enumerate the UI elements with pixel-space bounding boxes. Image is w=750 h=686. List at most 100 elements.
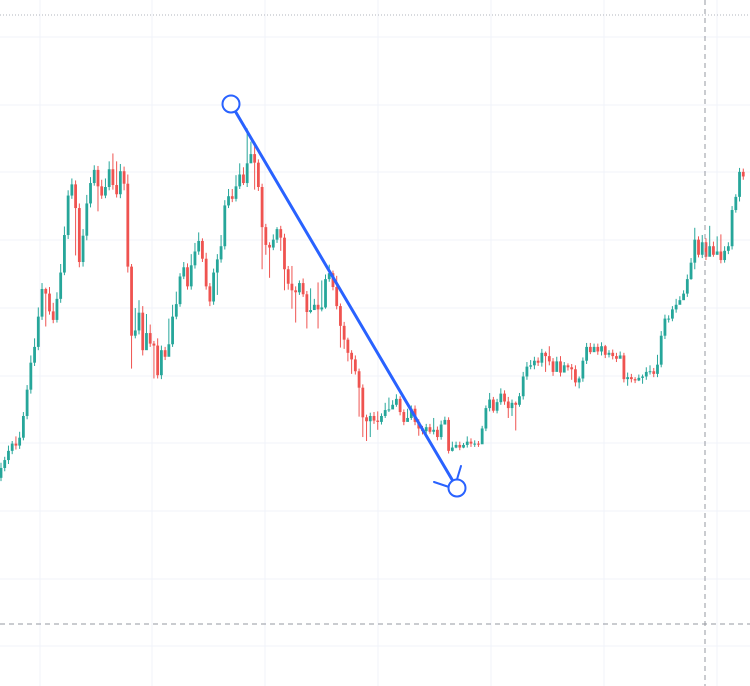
candle-body: [122, 171, 126, 184]
candle-body: [506, 401, 510, 409]
candle: [514, 401, 518, 431]
candle-body: [644, 371, 648, 377]
candle-body: [74, 184, 77, 209]
candle: [14, 436, 18, 450]
trendline-start-handle[interactable]: [221, 94, 241, 114]
candle: [122, 166, 126, 191]
candle-body: [178, 276, 182, 305]
candle: [339, 303, 342, 348]
candle-body: [59, 272, 63, 299]
candle-body: [163, 350, 167, 357]
candle: [402, 409, 406, 426]
candle: [723, 246, 727, 263]
candle-body: [204, 258, 208, 287]
candle-body: [689, 262, 693, 280]
candle-body: [738, 171, 741, 197]
candle-body: [730, 210, 734, 247]
candle-body: [432, 429, 436, 432]
candle: [588, 342, 592, 355]
candle-body: [3, 460, 7, 468]
candle-body: [648, 371, 652, 373]
candle: [450, 441, 454, 452]
candle: [581, 357, 585, 382]
candle: [357, 368, 361, 417]
candle: [89, 177, 92, 208]
candle-body: [458, 444, 462, 448]
candle-body: [245, 163, 249, 184]
candle: [245, 128, 249, 188]
candle: [566, 363, 570, 371]
candle-body: [215, 259, 219, 273]
candle-body: [342, 325, 346, 340]
candle: [159, 345, 163, 380]
candle-body: [271, 239, 275, 248]
candle: [671, 306, 674, 322]
candle-body: [290, 283, 294, 291]
candle: [264, 223, 268, 255]
candle: [458, 441, 462, 451]
candle: [465, 436, 469, 448]
candle: [268, 242, 271, 278]
candle-body: [544, 352, 547, 357]
candle-body: [208, 286, 212, 302]
candle: [10, 440, 14, 455]
candle: [499, 388, 503, 405]
candle: [137, 300, 141, 335]
candle: [3, 456, 7, 472]
candle-body: [532, 360, 536, 366]
candle-body: [335, 287, 339, 307]
candle: [219, 235, 223, 263]
candle: [111, 153, 115, 190]
candle-body: [656, 364, 659, 374]
candle-body: [294, 290, 298, 293]
candle: [503, 390, 506, 405]
candle: [611, 349, 615, 360]
candle: [428, 423, 432, 434]
candle-body: [491, 399, 495, 411]
candle-body: [7, 450, 10, 461]
candle-body: [495, 402, 499, 411]
candle: [689, 258, 693, 280]
candle-body: [133, 330, 137, 336]
trendline[interactable]: [229, 102, 459, 490]
candle-body: [473, 443, 477, 445]
candle: [700, 235, 704, 259]
candle: [633, 377, 637, 384]
candle: [7, 445, 10, 465]
trendline-drawing[interactable]: [221, 94, 467, 498]
candle: [29, 355, 33, 394]
candle: [708, 225, 712, 257]
candle: [480, 425, 484, 445]
candle: [368, 412, 372, 438]
candle: [63, 226, 66, 276]
candle-body: [365, 417, 368, 422]
trendline-end-handle[interactable]: [447, 478, 467, 498]
candle-layer: [0, 128, 745, 482]
candle-body: [268, 244, 271, 248]
candle: [663, 314, 667, 339]
candle: [592, 343, 596, 353]
candle-body: [615, 356, 618, 359]
candle-body: [100, 186, 104, 196]
candle: [55, 292, 59, 323]
candle-body: [488, 399, 492, 409]
candle: [204, 252, 208, 290]
candle: [697, 236, 700, 258]
candle: [656, 354, 659, 378]
candle-body: [152, 343, 156, 346]
candle: [559, 356, 562, 377]
candle: [648, 365, 652, 375]
candle-body: [510, 402, 514, 409]
candle-body: [201, 240, 204, 259]
candle: [174, 291, 178, 320]
candle: [372, 412, 376, 424]
candle-body: [596, 346, 600, 352]
candle: [48, 287, 51, 315]
candle: [107, 161, 111, 191]
candle: [152, 340, 156, 379]
candle: [126, 174, 130, 273]
candle: [674, 298, 678, 313]
